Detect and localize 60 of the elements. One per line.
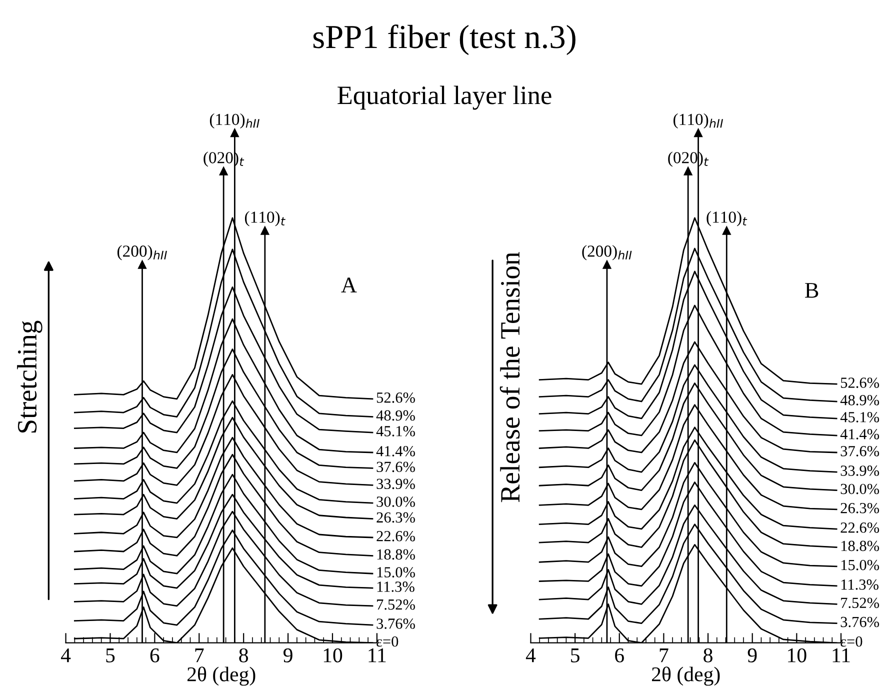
series-label: 52.6% [840, 378, 880, 388]
x-axis-title: 2θ (deg) [652, 666, 720, 686]
ref-line-label: (110)$_{hII}$ [674, 113, 723, 128]
ref-line-label: (110)$_{hII}$ [210, 113, 260, 128]
x-tick-label: 7 [195, 648, 204, 662]
y-axis-title: Release of the Tension [500, 252, 520, 502]
series-label: 37.6% [840, 446, 880, 456]
series-label: 26.3% [376, 512, 415, 523]
x-tick-label: 5 [106, 648, 115, 662]
series-label: 37.6% [376, 462, 415, 472]
x-tick-label: 9 [284, 648, 292, 662]
series-label: 15.0% [841, 560, 880, 570]
ref-line-label: (110)$_{t}$ [244, 211, 286, 226]
text: sPP1 fiber (test n.3) [313, 24, 576, 56]
annotation: A [341, 278, 357, 292]
ref-line-label: (200)$_{hII}$ [582, 245, 632, 260]
series-label: 3.76% [840, 616, 880, 628]
series-label: 41.4% [376, 446, 415, 456]
series-label: 48.9% [840, 395, 880, 406]
x-tick-label: 4 [60, 648, 71, 662]
series-label: 7.52% [841, 598, 880, 608]
series-label: 7.52% [377, 599, 415, 610]
y-axis-title: Stretching [17, 320, 42, 432]
x-tick-label: 6 [150, 648, 160, 662]
series-label: 18.8% [841, 540, 880, 552]
x-tick-label: 11 [368, 648, 386, 662]
x-tick-label: 10 [788, 648, 806, 662]
series-label: 45.1% [840, 412, 880, 422]
x-tick-label: 7 [660, 648, 668, 662]
series-label: 30.0% [376, 496, 415, 507]
annotation: B [805, 283, 818, 298]
x-axis-title: 2θ (deg) [187, 666, 256, 686]
x-tick-label: 5 [571, 648, 580, 662]
series-label: 52.6% [376, 392, 415, 403]
ref-line-label: (110)$_{t}$ [706, 211, 748, 226]
x-tick-label: 10 [324, 648, 342, 662]
x-tick-label: 6 [615, 648, 624, 662]
series-label: 3.76% [376, 618, 415, 629]
series-label: ε=0 [376, 636, 398, 647]
x-tick-label: 9 [748, 648, 757, 662]
series-label: 33.9% [376, 478, 415, 490]
series-label: 48.9% [376, 410, 415, 421]
series-label: 22.6% [376, 530, 415, 542]
series-label: 41.4% [840, 429, 880, 440]
series-label: ε=0 [840, 636, 862, 647]
series-label: 11.3% [841, 579, 878, 590]
series-label: 18.8% [377, 549, 415, 560]
ref-line-label: (200)$_{hII}$ [117, 245, 167, 260]
x-tick-label: 4 [526, 648, 536, 662]
x-tick-label: 11 [832, 648, 850, 662]
x-tick-label: 8 [704, 648, 712, 662]
series-label: 45.1% [376, 426, 415, 436]
text: Equatorial layer line [338, 86, 552, 110]
x-tick-label: 8 [239, 648, 248, 662]
series-label: 22.6% [840, 522, 880, 533]
series-label: 11.3% [377, 582, 414, 592]
series-label: 30.0% [840, 484, 880, 494]
series-label: 26.3% [840, 502, 880, 514]
series-label: 33.9% [840, 466, 880, 476]
series-label: 15.0% [377, 567, 415, 578]
